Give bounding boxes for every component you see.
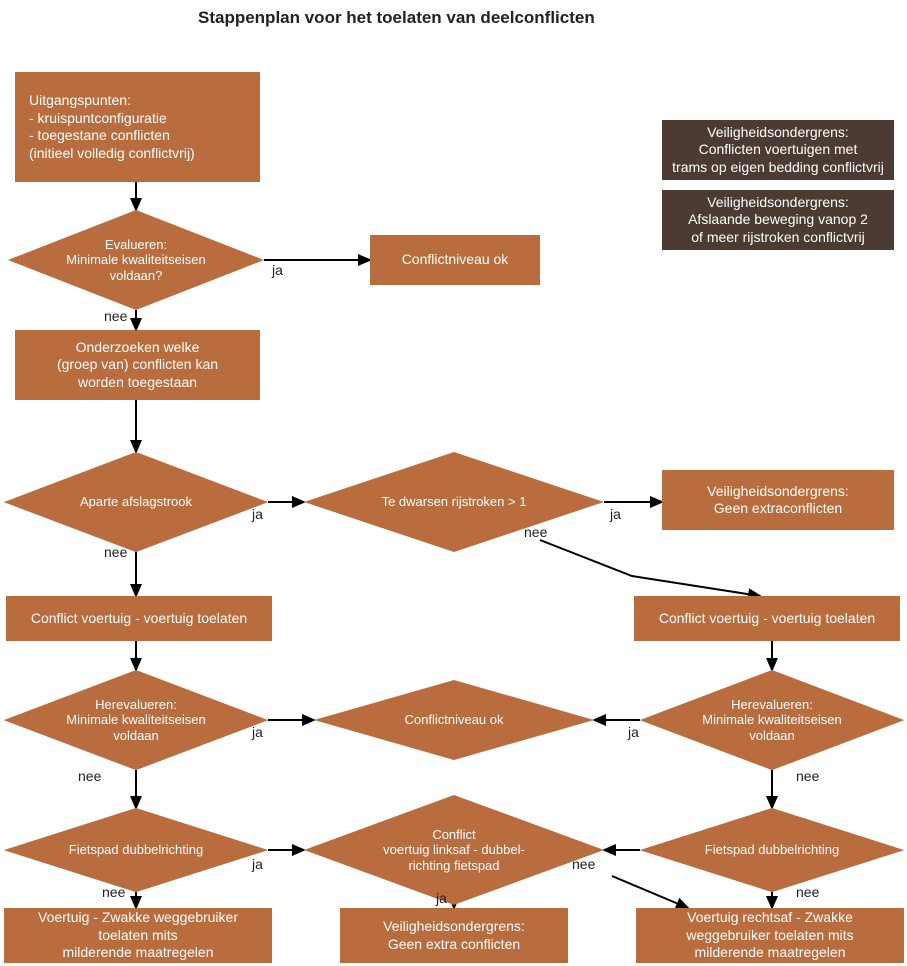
edge-label-19: nee xyxy=(796,884,819,900)
node-ok2: Conflictniveau ok xyxy=(314,680,594,760)
node-cvv_l: Conflict voertuig - voertuig toelaten xyxy=(6,596,272,641)
node-lanes: Te dwarsen rijstroken > 1 xyxy=(304,452,604,552)
edge-label-13: nee xyxy=(796,768,819,784)
node-cvv_r: Conflict voertuig - voertuig toelaten xyxy=(634,596,900,641)
node-bike_mid-label: Conflictvoertuig linksaf - dubbel-richti… xyxy=(304,795,604,905)
edge-label-10: ja xyxy=(252,724,263,740)
node-lanes-label: Te dwarsen rijstroken > 1 xyxy=(304,452,604,552)
page-title: Stappenplan voor het toelaten van deelco… xyxy=(198,8,595,28)
node-end_m: Veiligheidsondergrens:Geen extra conflic… xyxy=(340,908,568,963)
node-start: Uitgangspunten:- kruispuntconfiguratie- … xyxy=(15,72,260,182)
node-eval1: Evalueren:Minimale kwaliteitseisenvoldaa… xyxy=(8,210,264,310)
node-eval2_r-label: Herevalueren:Minimale kwaliteitseisenvol… xyxy=(640,670,904,770)
node-bike_r: Fietspad dubbelrichting xyxy=(640,808,904,892)
node-slip: Aparte afslagstrook xyxy=(4,452,268,552)
edge-label-14: ja xyxy=(252,856,263,872)
node-research: Onderzoeken welke(groep van) conflicten … xyxy=(15,330,260,400)
node-info1: Veiligheidsondergrens:Conflicten voertui… xyxy=(662,120,894,180)
node-end_l: Voertuig - Zwakke weggebruikertoelaten m… xyxy=(4,908,272,963)
edge-label-15: nee xyxy=(572,856,595,872)
node-end_r: Voertuig rechtsaf - Zwakkeweggebruiker t… xyxy=(636,908,904,963)
edge-label-16: nee xyxy=(102,884,125,900)
node-bike_l: Fietspad dubbelrichting xyxy=(4,808,268,892)
node-ok2-label: Conflictniveau ok xyxy=(314,680,594,760)
node-eval2_l-label: Herevalueren:Minimale kwaliteitseisenvol… xyxy=(4,670,268,770)
edge-label-12: nee xyxy=(78,768,101,784)
edge-label-4: ja xyxy=(252,506,263,522)
node-eval1-label: Evalueren:Minimale kwaliteitseisenvoldaa… xyxy=(8,210,264,310)
node-safety_noextra: Veiligheidsondergrens:Geen extraconflict… xyxy=(662,470,894,530)
node-ok1: Conflictniveau ok xyxy=(370,235,540,285)
edge-label-7: nee xyxy=(524,524,547,540)
node-bike_r-label: Fietspad dubbelrichting xyxy=(640,808,904,892)
edge-label-1: ja xyxy=(272,262,283,278)
node-info2: Veiligheidsondergrens:Afslaande beweging… xyxy=(662,190,894,250)
node-slip-label: Aparte afslagstrook xyxy=(4,452,268,552)
node-eval2_r: Herevalueren:Minimale kwaliteitseisenvol… xyxy=(640,670,904,770)
node-eval2_l: Herevalueren:Minimale kwaliteitseisenvol… xyxy=(4,670,268,770)
edge-label-2: nee xyxy=(104,308,127,324)
node-bike_mid: Conflictvoertuig linksaf - dubbel-richti… xyxy=(304,795,604,905)
edge-label-5: nee xyxy=(104,544,127,560)
node-bike_l-label: Fietspad dubbelrichting xyxy=(4,808,268,892)
edge-label-17: ja xyxy=(436,890,447,906)
edge-label-6: ja xyxy=(610,506,621,522)
edge-label-11: ja xyxy=(628,724,639,740)
